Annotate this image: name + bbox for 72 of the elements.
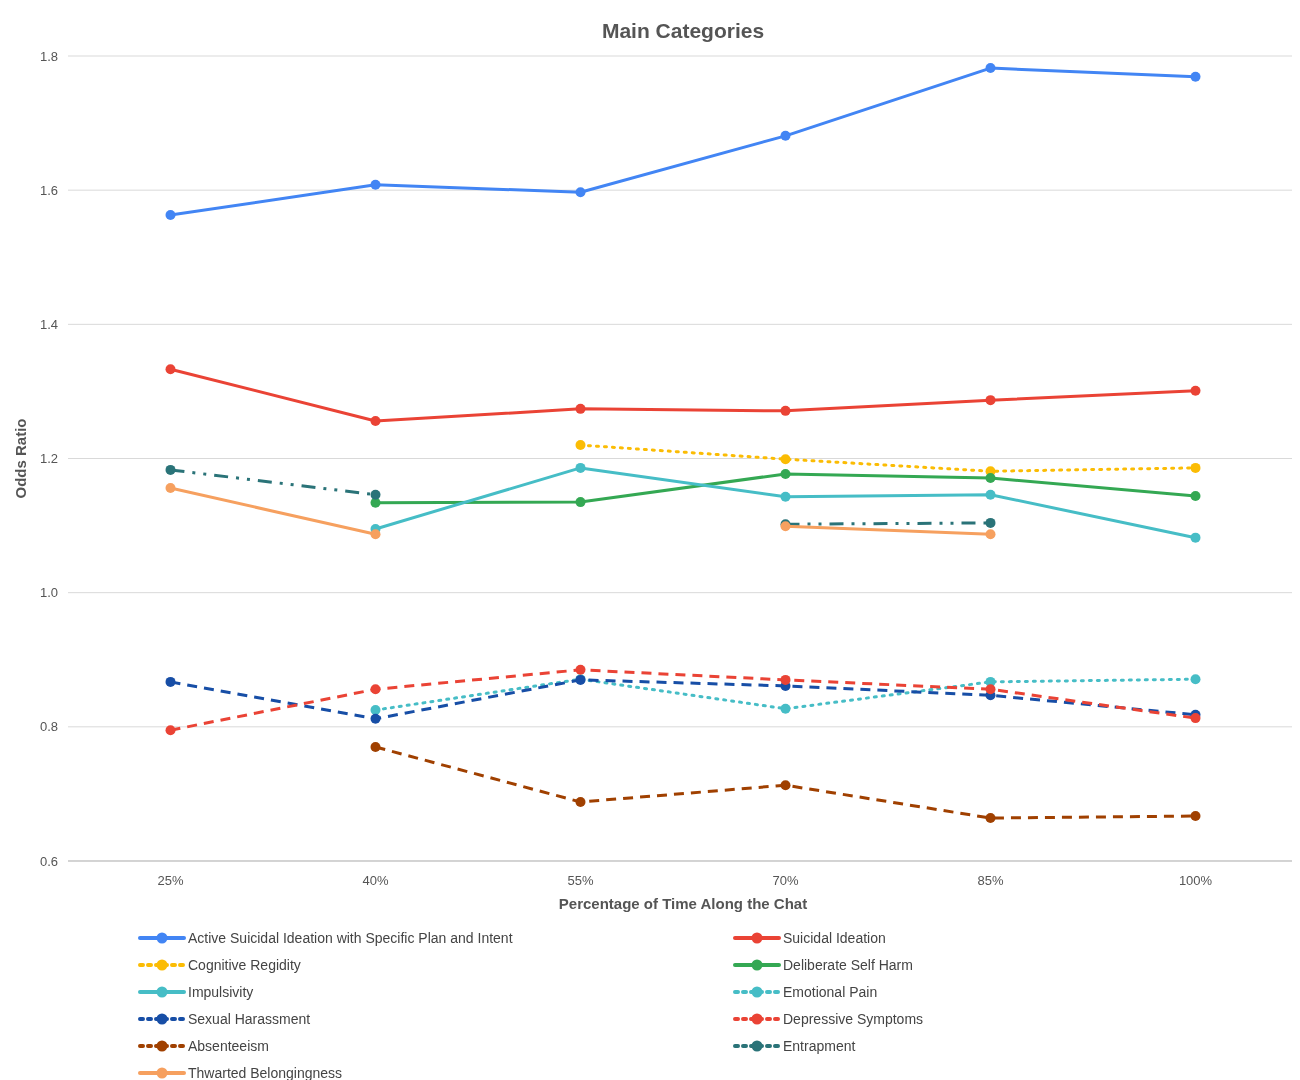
legend-label: Depressive Symptoms — [783, 1010, 924, 1027]
point — [165, 725, 176, 736]
point — [575, 403, 586, 414]
point — [985, 63, 996, 74]
legend-label: Entrapment — [783, 1037, 856, 1054]
point — [370, 415, 381, 426]
point — [575, 462, 586, 473]
point — [1190, 385, 1201, 396]
legend-label: Emotional Pain — [783, 983, 878, 1000]
x-tick-label: 55% — [567, 873, 594, 888]
y-tick-label: 0.6 — [39, 853, 58, 869]
legend-label: Active Suicidal Ideation with Specific Plan and Intent — [188, 929, 513, 946]
point — [575, 796, 586, 807]
point — [780, 491, 791, 502]
chart-title: Main Categories — [601, 19, 765, 42]
point — [985, 395, 996, 406]
y-tick-label: 0.8 — [39, 719, 58, 735]
x-tick-label: 70% — [772, 873, 799, 888]
point — [575, 440, 586, 451]
legend-label: Absenteeism — [188, 1037, 269, 1054]
point — [370, 684, 381, 695]
point — [165, 464, 176, 475]
point — [575, 497, 586, 508]
point — [780, 468, 791, 479]
y-tick-label: 1.8 — [39, 48, 58, 64]
point — [1190, 462, 1201, 473]
point — [780, 454, 791, 465]
point — [780, 674, 791, 685]
point — [1190, 713, 1201, 724]
x-axis-title: Percentage of Time Along the Chat — [558, 895, 808, 912]
legend-label: Deliberate Self Harm — [783, 956, 913, 973]
point — [780, 780, 791, 791]
point — [370, 741, 381, 752]
point — [1190, 811, 1201, 822]
point — [780, 130, 791, 141]
x-tick-label: 40% — [362, 873, 389, 888]
point — [985, 529, 996, 540]
point — [780, 703, 791, 714]
x-tick-label: 85% — [977, 873, 1004, 888]
point — [575, 664, 586, 675]
point — [370, 529, 381, 540]
y-tick-label: 1.0 — [39, 585, 58, 601]
point — [575, 187, 586, 198]
legend-label: Cognitive Regidity — [188, 956, 301, 973]
point — [165, 676, 176, 687]
y-axis-title: Odds Ratio — [12, 418, 29, 499]
x-tick-label: 25% — [157, 873, 184, 888]
x-tick-label: 100% — [1178, 873, 1213, 888]
point — [1190, 532, 1201, 543]
point — [165, 209, 176, 220]
y-tick-label: 1.2 — [39, 451, 58, 467]
point — [985, 517, 996, 528]
point — [370, 489, 381, 500]
point — [370, 705, 381, 716]
point — [165, 364, 176, 375]
legend-label: Suicidal Ideation — [783, 929, 886, 946]
point — [985, 684, 996, 695]
y-tick-label: 1.6 — [39, 182, 58, 198]
point — [165, 483, 176, 494]
legend-label: Sexual Harassment — [188, 1010, 311, 1027]
legend-label: Impulsivity — [188, 983, 254, 1000]
point — [370, 713, 381, 724]
point — [1190, 71, 1201, 82]
point — [985, 813, 996, 824]
y-tick-label: 1.4 — [39, 316, 58, 332]
point — [780, 405, 791, 416]
point — [985, 472, 996, 483]
point — [1190, 674, 1201, 685]
point — [370, 179, 381, 190]
legend-label: Thwarted Belongingness — [188, 1064, 343, 1080]
point — [1190, 491, 1201, 502]
point — [985, 489, 996, 500]
